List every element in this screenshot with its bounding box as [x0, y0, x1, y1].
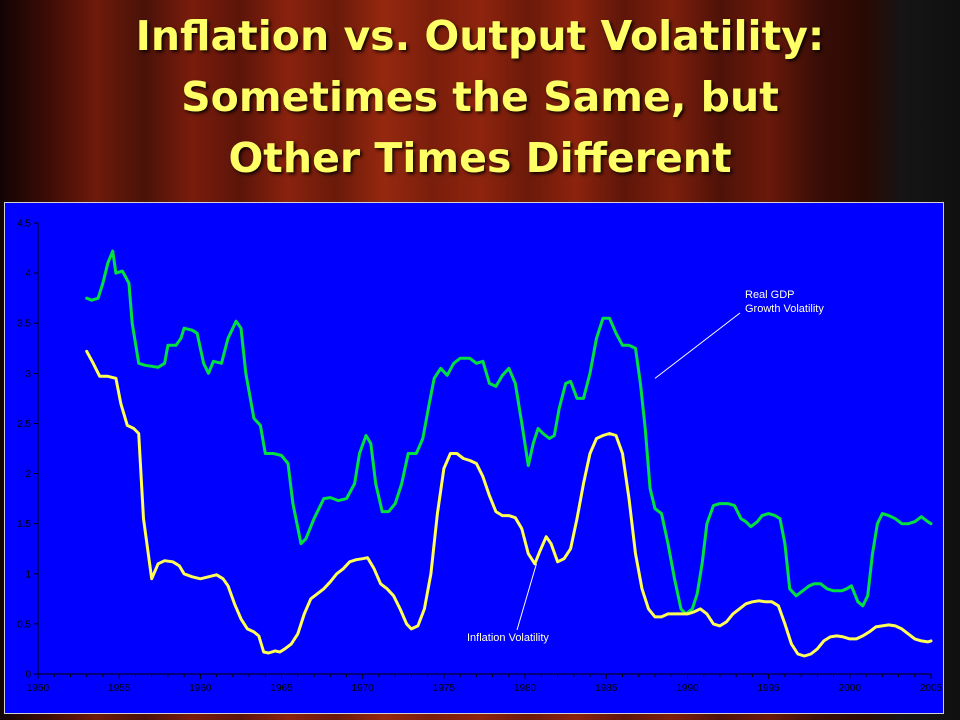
chart-frame: 0 0.5 1 1.5 2 2.5 3 3.5 4 4.5 1950 1955 1960 1965 1970…	[4, 202, 944, 714]
x-tick-label: 1985	[595, 683, 618, 694]
y-tick-label: 0	[25, 670, 31, 681]
annotation-label-gdp: Real GDP	[745, 289, 795, 301]
annotation-leader-gdp	[654, 312, 741, 379]
series-line-gdp	[85, 249, 933, 616]
x-tick-label: 1965	[270, 683, 293, 694]
x-tick-label: 1975	[433, 683, 456, 694]
annotation-label-gdp: Growth Volatility	[745, 303, 824, 315]
y-tick-label: 1.5	[17, 519, 31, 530]
x-tick-label: 1955	[108, 683, 131, 694]
y-tick-label: 2.5	[17, 419, 31, 430]
y-tick-label: 2	[25, 469, 31, 480]
y-tick-label: 3	[25, 369, 31, 380]
x-tick-label: 1980	[514, 683, 537, 694]
x-tick-label: 1990	[676, 683, 699, 694]
series-line-inflation	[85, 349, 933, 658]
volatility-line-chart: 0 0.5 1 1.5 2 2.5 3 3.5 4 4.5 1950 1955 1960 1965 1970…	[17, 219, 943, 695]
annotation-leader-inflation	[516, 563, 537, 631]
title-line-2: Sometimes the Same, but	[181, 73, 779, 121]
x-tick-label: 2000	[839, 683, 862, 694]
slide-title: Inflation vs. Output Volatility: Sometim…	[0, 6, 960, 189]
y-tick-label: 4.5	[17, 219, 31, 230]
y-tick-label: 4	[25, 269, 31, 280]
title-line-1: Inflation vs. Output Volatility:	[135, 12, 825, 60]
y-tick-label: 1	[25, 569, 31, 580]
x-tick-label: 1970	[352, 683, 375, 694]
annotation-label-inflation: Inflation Volatility	[467, 632, 549, 644]
title-line-3: Other Times Different	[228, 134, 732, 182]
x-tick-label: 1995	[758, 683, 781, 694]
y-tick-label: 3.5	[17, 319, 31, 330]
y-tick-label: 0.5	[17, 619, 31, 630]
x-tick-label: 1950	[27, 683, 50, 694]
x-tick-label: 2005	[920, 683, 943, 694]
x-tick-label: 1960	[189, 683, 212, 694]
